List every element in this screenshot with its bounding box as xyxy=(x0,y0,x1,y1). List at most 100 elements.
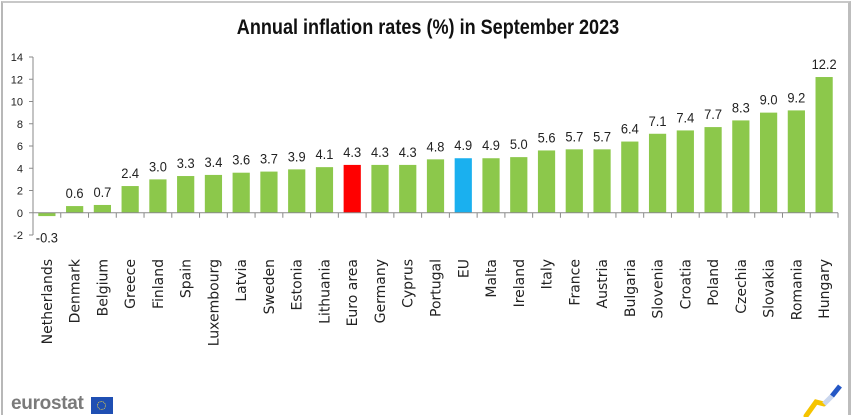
category-label: Italy xyxy=(540,259,556,289)
category-label: Austria xyxy=(595,259,611,308)
value-label: 5.7 xyxy=(593,129,611,145)
y-tick-label: 10 xyxy=(11,97,23,109)
category-label: Germany xyxy=(373,259,389,323)
value-label: 4.9 xyxy=(482,138,500,154)
bar-finland xyxy=(149,179,167,213)
value-label: 3.4 xyxy=(204,154,222,170)
value-label: 5.7 xyxy=(565,129,583,145)
value-label: 2.4 xyxy=(121,166,139,182)
y-tick-label: 6 xyxy=(17,141,23,153)
category-label: Lithuania xyxy=(317,259,333,324)
value-label: 4.9 xyxy=(454,138,472,154)
bar-spain xyxy=(177,176,195,213)
bar-belgium xyxy=(93,204,112,213)
category-label: Portugal xyxy=(429,259,445,317)
x-axis xyxy=(33,212,839,218)
bar-eu xyxy=(454,158,472,213)
category-label: EU xyxy=(456,259,472,278)
value-label: 7.7 xyxy=(704,107,722,123)
category-label: Belgium xyxy=(95,259,111,316)
value-label: 7.4 xyxy=(676,110,694,126)
bar-italy xyxy=(537,150,556,213)
bar-portugal xyxy=(426,159,445,213)
bar-bulgaria xyxy=(621,141,639,213)
bar-france xyxy=(565,149,583,213)
category-label: Slovenia xyxy=(651,259,667,319)
value-label: 6.4 xyxy=(621,121,639,137)
value-label: 7.1 xyxy=(649,113,667,129)
category-label: Ireland xyxy=(512,259,528,307)
bar-germany xyxy=(371,164,389,213)
category-label: Greece xyxy=(123,259,139,309)
eu-flag-icon xyxy=(91,397,113,414)
value-label: 8.3 xyxy=(732,100,750,116)
bar-malta xyxy=(482,158,500,213)
y-tick-label: 8 xyxy=(17,119,23,131)
category-label: Slovakia xyxy=(762,259,778,318)
y-tick-label: 4 xyxy=(17,163,23,175)
value-label: 3.6 xyxy=(232,152,250,168)
category-label: Spain xyxy=(179,259,195,298)
value-label: 3.7 xyxy=(260,151,278,167)
bars xyxy=(38,77,833,217)
y-tick-label: 2 xyxy=(17,186,23,198)
value-label: 4.8 xyxy=(427,139,445,155)
eurostat-swoosh-icon xyxy=(803,384,842,417)
category-labels: Netherlands Denmark Belgium Greece Finland Sp… xyxy=(40,258,833,346)
y-tick-label: -2 xyxy=(13,230,23,242)
category-label: Cyprus xyxy=(401,259,417,308)
bar-austria xyxy=(593,149,611,213)
bar-lithuania xyxy=(315,167,334,213)
bar-greece xyxy=(121,186,139,213)
bar-latvia xyxy=(232,172,250,213)
category-label: Croatia xyxy=(678,259,694,309)
category-label: Romania xyxy=(789,259,805,320)
category-label: Euro area xyxy=(345,259,361,326)
category-label: Estonia xyxy=(290,259,306,311)
y-tick-label: 14 xyxy=(11,52,23,64)
eurostat-logo: eurostat xyxy=(11,393,84,414)
value-label: 3.3 xyxy=(177,156,195,172)
category-label: Netherlands xyxy=(40,259,56,344)
value-label: 4.3 xyxy=(399,144,417,160)
value-label: 3.9 xyxy=(288,149,306,165)
chart-title: Annual inflation rates (%) in September … xyxy=(236,16,620,39)
category-label: Denmark xyxy=(68,258,84,323)
value-label: 5.0 xyxy=(510,137,528,153)
bar-romania xyxy=(787,110,805,213)
bar-luxembourg xyxy=(204,174,223,213)
value-label: 0.7 xyxy=(93,184,111,200)
category-label: Poland xyxy=(706,259,722,306)
value-label: 0.6 xyxy=(66,186,84,202)
y-tick-label: 12 xyxy=(11,74,23,86)
category-label: Latvia xyxy=(234,259,250,302)
category-label: Luxembourg xyxy=(206,259,222,346)
bar-sweden xyxy=(260,171,278,213)
category-label: France xyxy=(567,259,583,306)
value-label: -0.3 xyxy=(36,230,58,246)
bar-denmark xyxy=(66,206,84,213)
bar-croatia xyxy=(676,130,694,213)
category-label: Sweden xyxy=(262,259,278,314)
value-label: 9.2 xyxy=(787,90,805,106)
bar-cyprus xyxy=(399,164,417,213)
value-label: 4.1 xyxy=(316,147,334,163)
y-axis: -2 0 2 4 6 8 10 12 14 xyxy=(11,52,34,242)
category-label: Hungary xyxy=(817,259,833,319)
category-label: Malta xyxy=(484,259,500,298)
bar-slovakia xyxy=(759,112,778,213)
value-label: 3.0 xyxy=(149,159,167,175)
value-label: 4.3 xyxy=(343,144,361,160)
bar-ireland xyxy=(510,157,528,213)
value-labels: -0.3 0.6 0.7 2.4 3.0 3.3 3.4 3.6 3.7 3.9 4.1 4.3 4.3… xyxy=(36,57,837,246)
bar-czechia xyxy=(732,120,750,213)
bar-euro-area xyxy=(343,164,361,213)
eu-flag-stars xyxy=(97,401,106,410)
bar-netherlands xyxy=(38,212,56,217)
value-label: 9.0 xyxy=(760,92,778,108)
value-label: 5.6 xyxy=(538,130,556,146)
category-label: Czechia xyxy=(734,259,750,314)
category-label: Finland xyxy=(151,259,167,309)
